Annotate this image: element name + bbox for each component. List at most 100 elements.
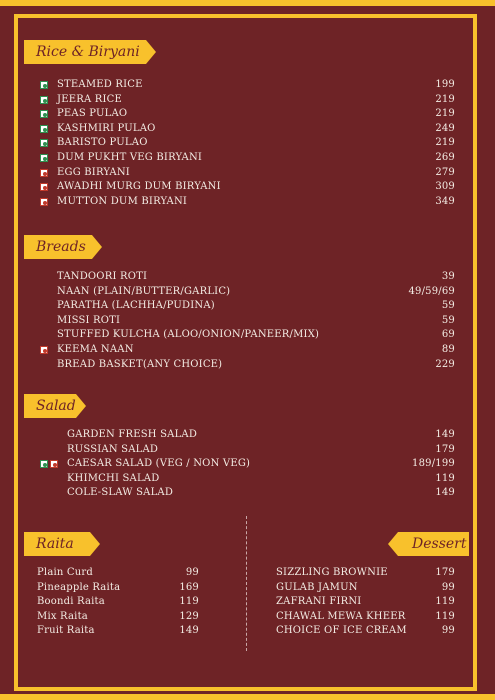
menu-item-name: COLE-SLAW SALAD xyxy=(67,487,174,499)
menu-item: AWADHI MURG DUM BIRYANI 309 xyxy=(40,180,455,195)
menu-item: RUSSIAN SALAD 179 xyxy=(40,443,455,458)
menu-item-price: 279 xyxy=(435,166,455,178)
menu-item-price: 59 xyxy=(441,300,455,312)
menu-item-price: 349 xyxy=(435,195,455,207)
veg-indicator-icon xyxy=(40,95,48,104)
menu-item: TANDOORI ROTI 39 xyxy=(40,270,455,285)
menu-item-name: CHOICE OF ICE CREAM xyxy=(276,625,407,637)
menu-item: BARISTO PULAO 219 xyxy=(40,136,455,151)
menu-item: KASHMIRI PULAO 249 xyxy=(40,122,455,137)
menu-item: GULAB JAMUN 99 xyxy=(276,581,455,596)
menu-item-name: Plain Curd xyxy=(37,567,93,578)
menu-item-price: 39 xyxy=(441,271,455,282)
menu-item-price: 149 xyxy=(435,487,455,499)
rice-biryani-list: STEAMED RICE 199 JEERA RICE 219 PEAS PULAO 21… xyxy=(40,78,455,209)
menu-item: MUTTON DUM BIRYANI 349 xyxy=(40,195,455,210)
menu-item-name: EGG BIRYANI xyxy=(57,166,130,178)
menu-item: Fruit Raita 149 xyxy=(37,624,199,639)
menu-item: Pineapple Raita 169 xyxy=(37,581,199,596)
menu-item-price: 59 xyxy=(441,314,455,326)
menu-item-name: MISSI ROTI xyxy=(57,314,121,326)
menu-item-price: 149 xyxy=(179,625,199,637)
menu-item: CHOICE OF ICE CREAM 99 xyxy=(276,624,455,639)
raita-list: Plain Curd 99 Pineapple Raita 169 Boondi Rai… xyxy=(37,566,199,639)
menu-item: NAAN (PLAIN/BUTTER/GARLIC) 49/59/69 xyxy=(40,285,455,300)
menu-item-price: 229 xyxy=(435,358,455,370)
menu-item-name: SIZZLING BROWNIE xyxy=(276,567,388,578)
menu-item-price: 99 xyxy=(185,567,199,578)
menu-item-price: 49/59/69 xyxy=(408,285,455,297)
menu-item: COLE-SLAW SALAD 149 xyxy=(40,486,455,501)
frame-top-bar xyxy=(0,0,495,6)
menu-item-name: BARISTO PULAO xyxy=(57,137,148,149)
menu-item-price: 219 xyxy=(435,93,455,105)
menu-item: JEERA RICE 219 xyxy=(40,93,455,108)
dessert-list: SIZZLING BROWNIE 179 GULAB JAMUN 99 ZAFRANI … xyxy=(276,566,455,639)
menu-item: CAESAR SALAD (VEG / NON VEG) 189/199 xyxy=(40,457,455,472)
veg-indicator-icon xyxy=(40,460,48,469)
rice-biryani-heading: Rice & Biryani xyxy=(24,40,156,64)
menu-item-name: KEEMA NAAN xyxy=(57,343,134,355)
menu-item-name: MUTTON DUM BIRYANI xyxy=(57,195,188,207)
menu-item: Plain Curd 99 xyxy=(37,566,199,581)
menu-item-price: 249 xyxy=(435,122,455,134)
menu-item-name: Pineapple Raita xyxy=(37,581,121,593)
menu-item-price: 269 xyxy=(435,151,455,163)
menu-item: CHAWAL MEWA KHEER 119 xyxy=(276,610,455,625)
menu-item-price: 199 xyxy=(435,79,455,90)
menu-item-name: ZAFRANI FIRNI xyxy=(276,596,362,608)
menu-item-price: 119 xyxy=(435,596,455,608)
menu-item-price: 119 xyxy=(179,596,199,608)
menu-item-price: 219 xyxy=(435,108,455,120)
menu-item-name: TANDOORI ROTI xyxy=(57,271,148,282)
veg-indicator-icon xyxy=(40,153,48,162)
breads-list: TANDOORI ROTI 39 NAAN (PLAIN/BUTTER/GARLIC… xyxy=(40,270,455,372)
menu-item-name: KASHMIRI PULAO xyxy=(57,122,156,134)
menu-item: EGG BIRYANI 279 xyxy=(40,166,455,181)
menu-item-price: 179 xyxy=(435,443,455,455)
menu-item-name: NAAN (PLAIN/BUTTER/GARLIC) xyxy=(57,285,231,297)
menu-item-price: 189/199 xyxy=(412,458,455,470)
menu-item: DUM PUKHT VEG BIRYANI 269 xyxy=(40,151,455,166)
menu-item: KHIMCHI SALAD 119 xyxy=(40,472,455,487)
veg-indicator-icon xyxy=(40,81,48,89)
non-veg-indicator-icon xyxy=(40,168,48,177)
veg-indicator-icon xyxy=(40,124,48,133)
menu-item-name: DUM PUKHT VEG BIRYANI xyxy=(57,151,203,163)
menu-item: BREAD BASKET(ANY CHOICE) 229 xyxy=(40,358,455,373)
menu-item: GARDEN FRESH SALAD 149 xyxy=(40,428,455,443)
salad-heading: Salad xyxy=(24,394,86,418)
veg-indicator-icon xyxy=(40,139,48,148)
menu-item-price: 169 xyxy=(179,581,199,593)
menu-item-price: 119 xyxy=(435,472,455,484)
menu-item: STUFFED KULCHA (ALOO/ONION/PANEER/MIX) 69 xyxy=(40,328,455,343)
menu-border xyxy=(14,14,477,691)
non-veg-indicator-icon xyxy=(40,345,48,354)
salad-list: GARDEN FRESH SALAD 149 RUSSIAN SALAD 179 CAE… xyxy=(40,428,455,501)
menu-item-price: 309 xyxy=(435,181,455,193)
menu-item-name: Mix Raita xyxy=(37,610,88,622)
menu-item: STEAMED RICE 199 xyxy=(40,78,455,93)
menu-item-name: JEERA RICE xyxy=(57,93,122,105)
menu-item: MISSI ROTI 59 xyxy=(40,314,455,329)
menu-item-name: CHAWAL MEWA KHEER xyxy=(276,610,406,622)
menu-item-name: PARATHA (LACHHA/PUDINA) xyxy=(57,300,215,312)
menu-item-name: AWADHI MURG DUM BIRYANI xyxy=(57,181,221,193)
menu-item-name: GARDEN FRESH SALAD xyxy=(67,429,198,440)
menu-item-price: 99 xyxy=(441,625,455,637)
menu-item-name: RUSSIAN SALAD xyxy=(67,443,159,455)
menu-item-name: BREAD BASKET(ANY CHOICE) xyxy=(57,358,223,370)
menu-item-name: Boondi Raita xyxy=(37,596,105,608)
menu-item-name: PEAS PULAO xyxy=(57,108,128,120)
menu-item-price: 69 xyxy=(441,329,455,341)
menu-item-name: STUFFED KULCHA (ALOO/ONION/PANEER/MIX) xyxy=(57,329,320,341)
menu-item: ZAFRANI FIRNI 119 xyxy=(276,595,455,610)
menu-item-name: STEAMED RICE xyxy=(57,79,143,90)
menu-item-price: 99 xyxy=(441,581,455,593)
menu-item: PARATHA (LACHHA/PUDINA) 59 xyxy=(40,299,455,314)
menu-item-price: 219 xyxy=(435,137,455,149)
dessert-heading: Dessert xyxy=(388,532,469,556)
menu-item-price: 179 xyxy=(435,567,455,578)
raita-heading: Raita xyxy=(24,532,100,556)
menu-item-price: 119 xyxy=(435,610,455,622)
